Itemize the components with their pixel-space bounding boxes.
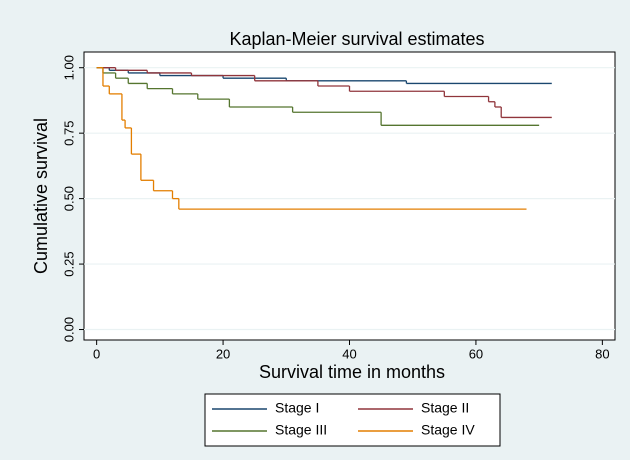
legend-label: Stage II [421, 400, 469, 416]
y-tick-label: 0.25 [61, 251, 76, 276]
x-tick-label: 0 [93, 346, 100, 361]
y-axis-label: Cumulative survival [31, 118, 51, 274]
legend-label: Stage IV [421, 422, 475, 438]
x-axis-label: Survival time in months [259, 362, 445, 382]
plot-area [83, 51, 616, 341]
legend-label: Stage III [275, 422, 327, 438]
y-tick-label: 1.00 [61, 55, 76, 80]
y-tick-label: 0.50 [61, 186, 76, 211]
x-tick-label: 60 [469, 346, 483, 361]
x-tick-label: 40 [342, 346, 356, 361]
x-tick-label: 80 [595, 346, 609, 361]
legend [204, 393, 501, 447]
y-tick-label: 0.75 [61, 121, 76, 146]
x-tick-label: 20 [216, 346, 230, 361]
chart-title: Kaplan-Meier survival estimates [229, 29, 484, 49]
y-tick-label: 0.00 [61, 317, 76, 342]
legend-label: Stage I [275, 400, 319, 416]
